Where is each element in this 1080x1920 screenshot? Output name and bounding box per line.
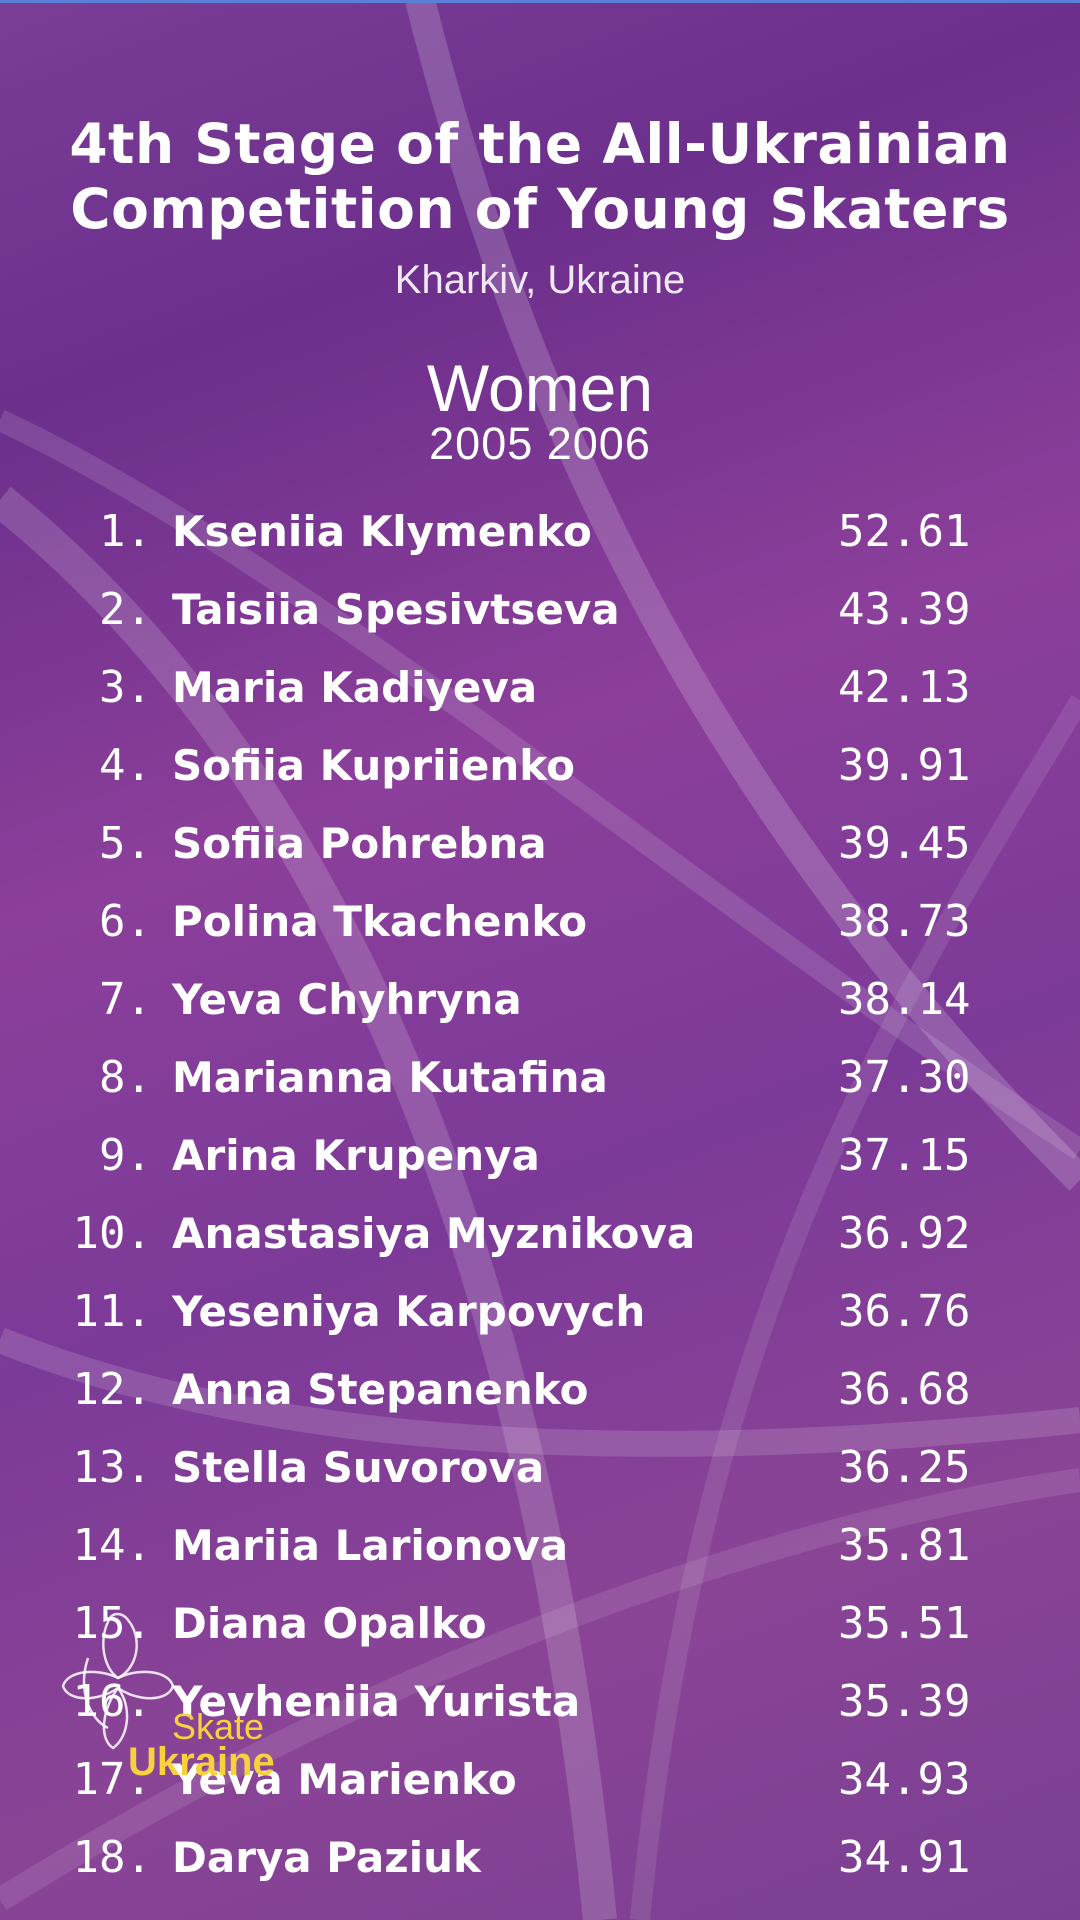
- skater-name: Marianna Kutafina: [172, 1053, 608, 1102]
- rank: 8.: [99, 1052, 152, 1103]
- skater-name: Yevheniia Yurista: [172, 1677, 581, 1726]
- score: 38.73: [838, 896, 971, 947]
- skater-name: Anastasiya Myznikova: [172, 1209, 696, 1258]
- result-row: 12. Anna Stepanenko 36.68: [0, 1358, 1080, 1436]
- score: 42.13: [838, 662, 971, 713]
- rank: 9.: [99, 1130, 152, 1181]
- result-row: 11. Yeseniya Karpovych 36.76: [0, 1280, 1080, 1358]
- rank: 4.: [99, 740, 152, 791]
- score: 39.91: [838, 740, 971, 791]
- result-row: 1. Kseniia Klymenko 52.61: [0, 500, 1080, 578]
- rank: 10.: [72, 1208, 152, 1259]
- title-line-1: 4th Stage of the All-Ukrainian: [69, 112, 1011, 176]
- rank: 13.: [72, 1442, 152, 1493]
- rank: 3.: [99, 662, 152, 713]
- score: 37.15: [838, 1130, 971, 1181]
- score: 39.45: [838, 818, 971, 869]
- result-row: 6. Polina Tkachenko 38.73: [0, 890, 1080, 968]
- page-title: 4th Stage of the All-Ukrainian Competiti…: [0, 112, 1080, 242]
- skater-name: Taisiia Spesivtseva: [172, 585, 620, 634]
- result-row: 8. Marianna Kutafina 37.30: [0, 1046, 1080, 1124]
- score: 34.93: [838, 1754, 971, 1805]
- skater-name: Maria Kadiyeva: [172, 663, 538, 712]
- skater-name: Stella Suvorova: [172, 1443, 545, 1492]
- result-row: 3. Maria Kadiyeva 42.13: [0, 656, 1080, 734]
- rank: 7.: [99, 974, 152, 1025]
- skater-flower-icon: [61, 1612, 175, 1750]
- score: 35.51: [838, 1598, 971, 1649]
- skater-name: Polina Tkachenko: [172, 897, 588, 946]
- rank: 5.: [99, 818, 152, 869]
- score: 35.39: [838, 1676, 971, 1727]
- score: 34.91: [838, 1832, 971, 1883]
- score: 35.81: [838, 1520, 971, 1571]
- result-row: 7. Yeva Chyhryna 38.14: [0, 968, 1080, 1046]
- skater-name: Sofiia Pohrebna: [172, 819, 547, 868]
- skater-name: Mariia Larionova: [172, 1521, 569, 1570]
- rank: 1.: [99, 506, 152, 557]
- skater-name: Kseniia Klymenko: [172, 507, 592, 556]
- score: 52.61: [838, 506, 971, 557]
- skater-name: Yeva Marienko: [172, 1755, 517, 1804]
- result-row: 5. Sofiia Pohrebna 39.45: [0, 812, 1080, 890]
- score: 36.25: [838, 1442, 971, 1493]
- result-row: 18. Darya Paziuk 34.91: [0, 1826, 1080, 1904]
- score: 36.76: [838, 1286, 971, 1337]
- birth-years: 2005 2006: [429, 418, 651, 469]
- category-title: Women: [426, 351, 654, 425]
- result-row: 15. Diana Opalko 35.51: [0, 1592, 1080, 1670]
- skater-name: Arina Krupenya: [172, 1131, 540, 1180]
- rank: 14.: [72, 1520, 152, 1571]
- location: Kharkiv, Ukraine: [394, 258, 686, 302]
- result-row: 17. Yeva Marienko 34.93: [0, 1748, 1080, 1826]
- skater-name: Yeva Chyhryna: [172, 975, 522, 1024]
- score: 43.39: [838, 584, 971, 635]
- skater-name: Anna Stepanenko: [172, 1365, 589, 1414]
- skater-name: Sofiia Kupriienko: [172, 741, 575, 790]
- rank: 18.: [72, 1832, 152, 1883]
- result-row: 14. Mariia Larionova 35.81: [0, 1514, 1080, 1592]
- top-border: [0, 0, 1080, 3]
- result-row: 10. Anastasiya Myznikova 36.92: [0, 1202, 1080, 1280]
- rank: 11.: [72, 1286, 152, 1337]
- result-row: 9. Arina Krupenya 37.15: [0, 1124, 1080, 1202]
- rank: 12.: [72, 1364, 152, 1415]
- logo-text-skate: Skate: [172, 1706, 265, 1747]
- score: 36.92: [838, 1208, 971, 1259]
- rank: 6.: [99, 896, 152, 947]
- score: 36.68: [838, 1364, 971, 1415]
- result-row: 2. Taisiia Spesivtseva 43.39: [0, 578, 1080, 656]
- rank: 17.: [72, 1754, 152, 1805]
- rank: 2.: [99, 584, 152, 635]
- skater-name: Diana Opalko: [172, 1599, 487, 1648]
- result-row: 4. Sofiia Kupriienko 39.91: [0, 734, 1080, 812]
- rank: 15.: [72, 1598, 152, 1649]
- result-row: 16. Yevheniia Yurista 35.39: [0, 1670, 1080, 1748]
- score: 37.30: [838, 1052, 971, 1103]
- title-line-2: Competition of Young Skaters: [70, 177, 1010, 241]
- skater-name: Yeseniya Karpovych: [172, 1287, 646, 1336]
- result-row: 13. Stella Suvorova 36.25: [0, 1436, 1080, 1514]
- logo-text-ukraine: Ukraine: [128, 1740, 275, 1784]
- score: 38.14: [838, 974, 971, 1025]
- skater-name: Darya Paziuk: [172, 1833, 481, 1882]
